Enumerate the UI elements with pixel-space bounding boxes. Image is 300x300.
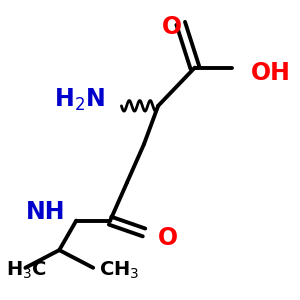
Text: OH: OH (251, 61, 291, 85)
Text: NH: NH (26, 200, 65, 224)
Text: H$_3$C: H$_3$C (6, 260, 47, 281)
Text: O: O (162, 15, 182, 39)
Text: O: O (158, 226, 178, 250)
Text: H$_2$N: H$_2$N (54, 87, 104, 113)
Text: CH$_3$: CH$_3$ (99, 260, 139, 281)
